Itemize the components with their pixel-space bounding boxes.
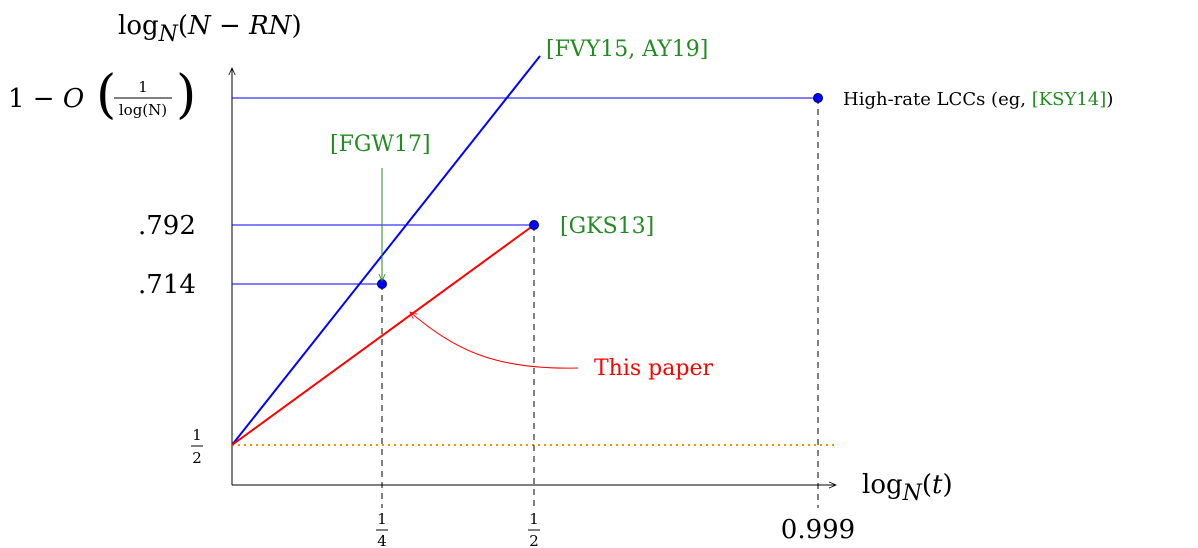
label-high-rate-lccs: High-rate LCCs (eg, [KSY14]) — [843, 89, 1113, 110]
ytick-half: 1 2 — [191, 426, 203, 467]
svg-text:1: 1 — [138, 78, 148, 96]
label-fgw17: [FGW17] — [330, 132, 431, 157]
label-high-rate-suffix: ) — [1106, 89, 1113, 110]
label-ksy14: [KSY14] — [1032, 89, 1107, 110]
series-line-fvy15-ay19 — [231, 55, 541, 446]
label-gks13: [GKS13] — [560, 214, 654, 239]
label-high-rate-prefix: High-rate LCCs (eg, — [843, 89, 1032, 110]
y-axis-label: logN(N − RN) — [118, 11, 302, 47]
label-fvy15-ay19: [FVY15, AY19] — [546, 37, 708, 62]
svg-text:4: 4 — [377, 532, 387, 548]
xtick-0999: 0.999 — [781, 515, 855, 545]
svg-text:2: 2 — [529, 532, 539, 548]
x-axis-label: logN(t) — [862, 470, 953, 506]
svg-text:): ) — [176, 65, 196, 125]
svg-text:1: 1 — [192, 426, 202, 444]
ytick-714: .714 — [138, 270, 196, 300]
svg-text:1: 1 — [377, 510, 387, 528]
xtick-quarter: 1 4 — [376, 510, 388, 548]
this-paper-arrow — [410, 312, 579, 369]
point-gks13 — [529, 220, 539, 230]
svg-text:2: 2 — [192, 449, 202, 467]
label-this-paper: This paper — [594, 356, 713, 381]
svg-text:(: ( — [96, 65, 116, 125]
ytick-high-rate: 1 − O ( 1 log(N) ) — [8, 65, 196, 125]
ytick-792: .792 — [138, 211, 196, 241]
svg-text:1 − O: 1 − O — [8, 84, 84, 114]
svg-text:1: 1 — [529, 510, 539, 528]
xtick-half: 1 2 — [528, 510, 540, 548]
svg-text:log(N): log(N) — [119, 101, 167, 119]
point-high-rate — [813, 93, 823, 103]
series-line-this-paper — [231, 224, 535, 446]
